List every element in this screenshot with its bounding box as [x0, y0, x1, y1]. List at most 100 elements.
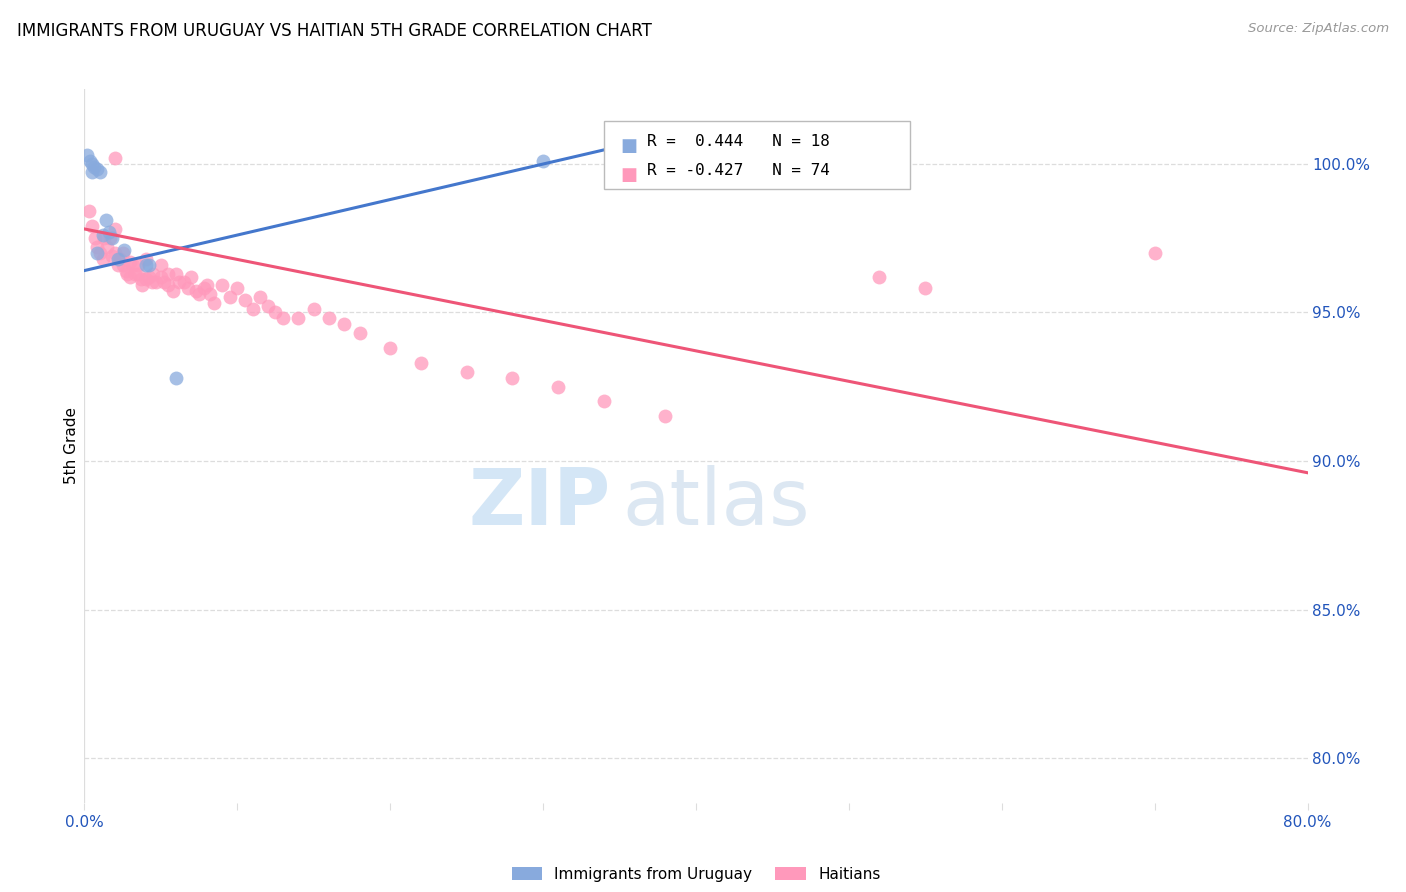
Point [96, 240, 118, 254]
Point [98, 231, 121, 245]
Point [1143, 245, 1166, 260]
Point [112, 243, 135, 257]
Point [107, 258, 129, 272]
Point [249, 290, 271, 304]
Point [104, 151, 127, 165]
Point [271, 311, 294, 326]
Point [138, 269, 160, 284]
Point [131, 278, 153, 293]
Point [120, 254, 142, 268]
Point [101, 231, 124, 245]
Point [149, 258, 172, 272]
Point [124, 267, 146, 281]
Point [104, 222, 127, 236]
Point [135, 272, 157, 286]
Point [80, 219, 103, 233]
Text: R = -0.427   N = 74: R = -0.427 N = 74 [647, 162, 830, 178]
Point [162, 285, 184, 299]
Point [89, 245, 111, 260]
Point [84, 231, 107, 245]
Point [111, 245, 134, 260]
Point [101, 249, 124, 263]
Point [333, 317, 356, 331]
Point [226, 281, 249, 295]
Point [77, 204, 100, 219]
Text: IMMIGRANTS FROM URUGUAY VS HAITIAN 5TH GRADE CORRELATION CHART: IMMIGRANTS FROM URUGUAY VS HAITIAN 5TH G… [17, 22, 652, 40]
Point [318, 311, 340, 326]
Point [129, 272, 152, 286]
Point [349, 326, 371, 340]
Point [177, 281, 200, 295]
Text: ■: ■ [620, 137, 637, 155]
Point [80, 156, 103, 170]
Point [127, 258, 149, 272]
Point [157, 267, 180, 281]
Point [531, 153, 554, 168]
Point [93, 231, 115, 245]
Point [184, 285, 207, 299]
Point [127, 267, 149, 281]
Point [264, 305, 287, 319]
Point [180, 269, 202, 284]
Point [80, 165, 103, 179]
Point [111, 258, 134, 272]
Point [202, 296, 225, 310]
Point [165, 267, 187, 281]
Bar [605, 121, 910, 189]
Point [188, 287, 211, 301]
Text: ZIP: ZIP [468, 465, 610, 541]
Point [91, 227, 114, 242]
Point [145, 276, 167, 290]
Point [153, 276, 176, 290]
Point [107, 252, 129, 266]
Point [104, 245, 127, 260]
Point [76, 147, 98, 161]
Point [593, 394, 616, 409]
Point [193, 281, 215, 295]
Point [409, 356, 432, 370]
Point [157, 278, 180, 293]
Point [242, 302, 264, 317]
Point [198, 287, 221, 301]
Point [218, 290, 240, 304]
Point [380, 341, 402, 355]
Point [135, 258, 157, 272]
Point [135, 252, 157, 266]
Point [114, 263, 136, 277]
Point [141, 276, 163, 290]
Point [138, 258, 160, 272]
Y-axis label: 5th Grade: 5th Grade [63, 408, 79, 484]
Point [195, 278, 218, 293]
Point [456, 365, 478, 379]
Point [86, 240, 108, 254]
Point [108, 252, 131, 266]
Point [83, 160, 105, 174]
Point [86, 162, 108, 177]
Point [211, 278, 233, 293]
Text: Source: ZipAtlas.com: Source: ZipAtlas.com [1249, 22, 1389, 36]
Legend: Immigrants from Uruguay, Haitians: Immigrants from Uruguay, Haitians [505, 861, 887, 888]
Point [287, 311, 309, 326]
Point [122, 258, 145, 272]
Point [173, 276, 195, 290]
Point [547, 379, 569, 393]
Point [233, 293, 256, 308]
Point [914, 281, 936, 295]
Point [869, 269, 891, 284]
Point [91, 252, 114, 266]
Text: ■: ■ [620, 166, 637, 184]
Point [167, 276, 190, 290]
Point [94, 213, 117, 227]
Point [257, 299, 280, 313]
Point [149, 269, 172, 284]
Point [115, 267, 138, 281]
Text: atlas: atlas [623, 465, 810, 541]
Point [502, 370, 524, 384]
Point [654, 409, 676, 424]
Point [165, 370, 187, 384]
Point [89, 165, 111, 179]
Text: R =  0.444   N = 18: R = 0.444 N = 18 [647, 134, 830, 149]
Point [79, 153, 101, 168]
Point [97, 225, 120, 239]
Point [86, 245, 108, 260]
